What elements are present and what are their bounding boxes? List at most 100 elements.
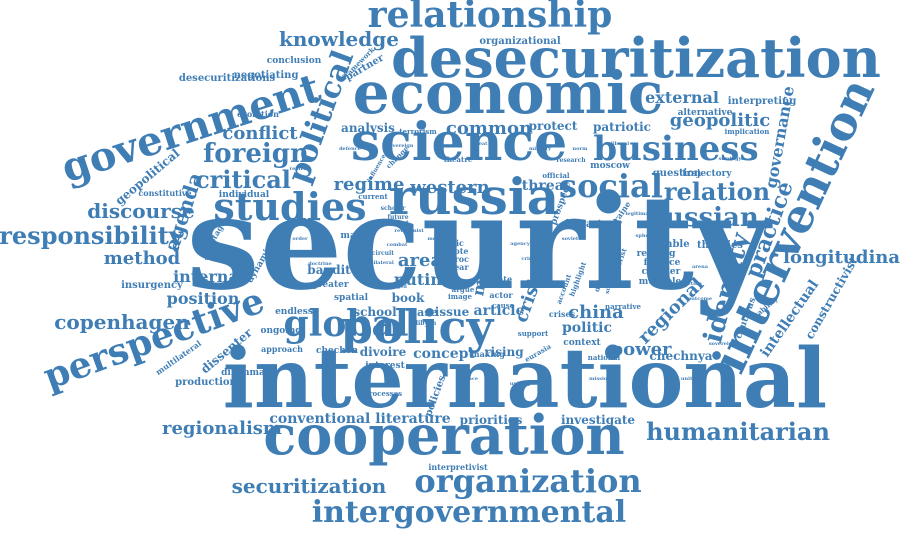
word-sovereignty: sovereignty bbox=[709, 341, 742, 347]
word-alternative: alternative bbox=[678, 108, 733, 118]
word-policy: policy bbox=[341, 300, 495, 354]
word-global: global bbox=[283, 303, 408, 345]
word-interpreting: interpreting bbox=[728, 96, 797, 107]
word-economic: economic bbox=[353, 59, 663, 127]
word-proc: proc bbox=[449, 254, 469, 264]
word-nations: nations bbox=[205, 256, 226, 262]
word-critical: critical bbox=[195, 165, 291, 194]
word-position: position bbox=[167, 289, 240, 308]
word-longitudinal: longitudinal bbox=[783, 247, 900, 268]
word-moscow: moscow bbox=[590, 161, 630, 171]
word-concept: concept bbox=[413, 346, 475, 362]
word-support: support bbox=[518, 329, 549, 338]
word-terrorism: terrorism bbox=[399, 127, 437, 136]
word-science: science bbox=[351, 112, 567, 173]
word-humanitarian: humanitarian bbox=[646, 417, 830, 446]
word-many: many bbox=[340, 231, 368, 241]
word-production: production bbox=[175, 377, 237, 388]
word-desecuritization: desecuritization bbox=[391, 26, 881, 90]
word-security: security bbox=[186, 166, 772, 319]
word-realism: realism bbox=[290, 166, 312, 172]
word-common: common bbox=[446, 118, 532, 139]
word-unilateral: unilateral bbox=[366, 260, 394, 266]
word-desecuritizations: desecuritizations bbox=[179, 73, 276, 84]
word-relationship: relationship bbox=[368, 0, 613, 36]
word-mission: mission bbox=[589, 376, 611, 382]
word-case: case bbox=[410, 306, 437, 319]
word-copenhagen: copenhagen bbox=[54, 310, 190, 334]
word-business: business bbox=[593, 129, 758, 169]
word-arena: arena bbox=[692, 264, 709, 270]
word-interpretivist: interpretivist bbox=[428, 462, 488, 472]
word-future: future bbox=[387, 214, 408, 221]
word-internal: internal bbox=[173, 267, 245, 286]
word-bric: bric bbox=[446, 238, 464, 248]
word-knowledge: knowledge bbox=[279, 27, 399, 51]
word-approach: approach bbox=[261, 344, 303, 354]
word-investigate: investigate bbox=[561, 413, 635, 427]
word-school: school bbox=[353, 305, 397, 319]
word-intergovernmental: intergovernmental bbox=[312, 495, 626, 530]
word-combat: combat bbox=[387, 242, 408, 248]
word-multiple: multiple bbox=[639, 277, 682, 287]
word-chapter: chapter bbox=[642, 267, 681, 277]
word-argue: argue bbox=[452, 285, 475, 294]
word-study: study bbox=[592, 219, 624, 230]
word-cooperation: cooperation bbox=[263, 403, 624, 467]
word-context: context bbox=[563, 338, 601, 348]
word-sanction: sanction bbox=[678, 281, 702, 287]
word-interest: interest bbox=[365, 361, 405, 371]
word-gamble: gamble bbox=[648, 239, 689, 250]
word-mass: mass bbox=[538, 266, 552, 272]
word-outcome: outcome bbox=[688, 296, 712, 302]
word-chechen: chechen bbox=[316, 346, 358, 356]
word-politic: politic bbox=[562, 320, 612, 336]
word-narrative: narrative bbox=[605, 302, 641, 311]
word-issue: issue bbox=[435, 305, 470, 319]
word-bandit: bandit bbox=[307, 263, 351, 277]
word-analysis: analysis bbox=[341, 121, 395, 135]
word-media: media bbox=[427, 236, 445, 242]
word-great: great bbox=[473, 141, 489, 147]
word-national: national bbox=[588, 353, 621, 362]
word-negotiating: negotiating bbox=[234, 70, 299, 81]
word-chechnya: chechnya bbox=[649, 349, 712, 363]
word-soviet: soviet bbox=[562, 236, 579, 242]
word-power: power bbox=[610, 339, 672, 360]
word-image: image bbox=[448, 292, 472, 301]
word-discourse: discourse bbox=[87, 199, 194, 223]
word-conclusion: conclusion bbox=[267, 56, 322, 66]
word-organizational: organizational bbox=[479, 36, 560, 47]
word-level: level bbox=[454, 277, 473, 286]
word-trajectory: trajectory bbox=[682, 169, 732, 179]
word-norm: norm bbox=[573, 146, 589, 152]
word-geopolitic: geopolitic bbox=[670, 110, 770, 131]
word-method: method bbox=[104, 248, 181, 269]
word-ongoing: ongoing bbox=[260, 326, 302, 336]
word-theories: theories bbox=[697, 240, 743, 251]
word-libya: libya bbox=[566, 219, 593, 230]
word-putin: putin bbox=[394, 270, 442, 289]
word-organization: organization bbox=[414, 462, 641, 500]
word-international: international bbox=[223, 331, 827, 427]
word-finance: finance bbox=[644, 258, 681, 268]
word-insurgency: insurgency bbox=[121, 280, 184, 291]
word-official: official bbox=[542, 171, 570, 180]
word-dilemma: dilemma bbox=[221, 368, 265, 378]
word-sovereign: sovereign bbox=[386, 143, 413, 149]
word-doctrine: doctrine bbox=[308, 261, 332, 267]
word-state: state bbox=[490, 274, 512, 284]
word-uniting: uniting bbox=[510, 381, 531, 387]
word-research: research bbox=[556, 157, 586, 164]
word-cote: cote bbox=[450, 246, 469, 256]
word-defence: defence bbox=[339, 146, 361, 152]
word-legitimacy: legitimacy bbox=[625, 211, 655, 217]
word-regime: regime bbox=[334, 174, 405, 195]
word-book: book bbox=[392, 291, 425, 305]
word-implication: implication bbox=[725, 127, 770, 136]
word-making: making bbox=[471, 349, 505, 359]
word-divoire: divoire bbox=[360, 345, 407, 359]
word-strategy: strategy bbox=[719, 156, 743, 162]
word-reading: reading bbox=[637, 249, 677, 259]
